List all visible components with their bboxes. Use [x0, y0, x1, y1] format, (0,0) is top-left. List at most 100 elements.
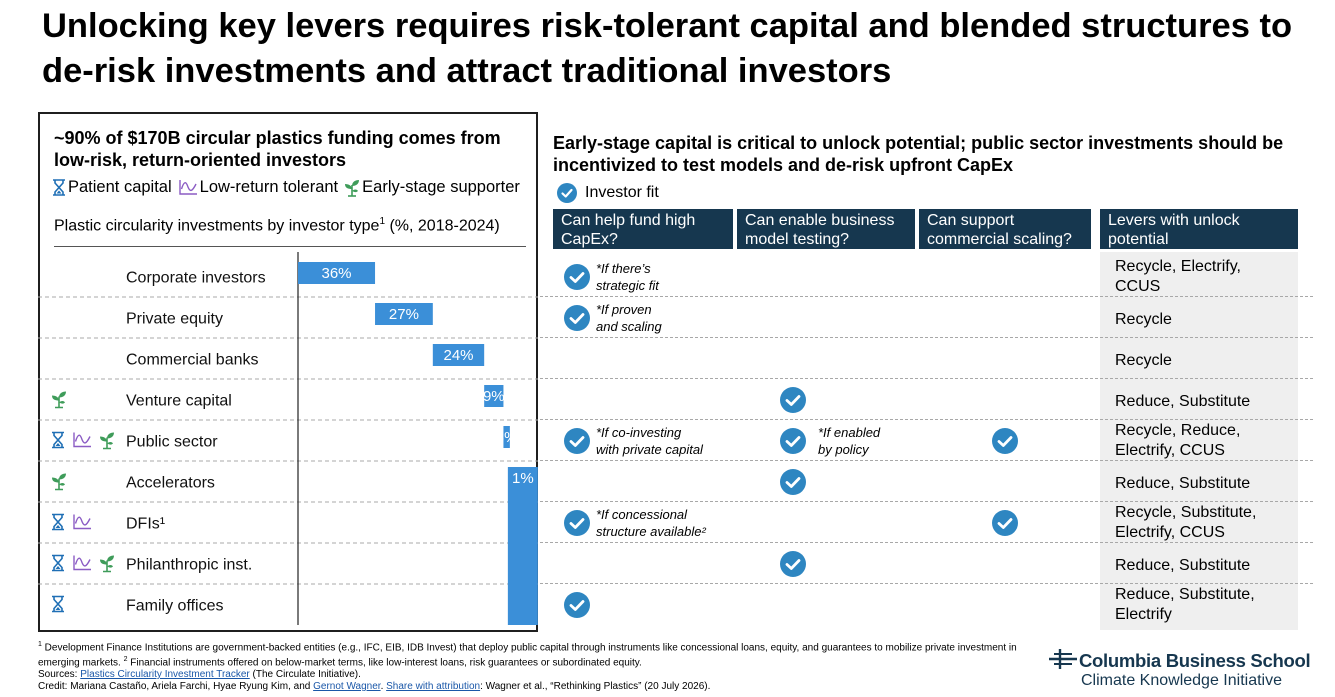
low-return-icon — [73, 514, 91, 530]
category-label: Philanthropic inst. — [126, 557, 252, 574]
sources-line: Sources: Plastics Circularity Investment… — [38, 669, 1048, 681]
sprout-icon — [345, 179, 360, 197]
chart-subtitle-suffix: (%, 2018-2024) — [385, 217, 500, 235]
testing-check-icon — [780, 468, 806, 495]
legend-label-patient: Patient capital — [68, 178, 172, 196]
check-mark — [569, 599, 585, 611]
testing-check-icon — [780, 386, 806, 413]
scaling-check-icon — [992, 427, 1018, 454]
share-link[interactable]: Share with attribution — [386, 681, 481, 693]
category-label: Venture capital — [126, 393, 232, 410]
column-header-testing: Can enable business model testing? — [737, 209, 915, 249]
category-label: Corporate investors — [126, 270, 266, 287]
capex-check-icon — [564, 263, 590, 290]
condition-note-line: and scaling — [596, 318, 662, 334]
sprout-icon — [100, 555, 114, 573]
chart-subtitle-text: Plastic circularity investments by inves… — [54, 217, 380, 235]
check-circle — [564, 427, 590, 454]
sources-link[interactable]: Plastics Circularity Investment Tracker — [80, 669, 250, 681]
lever-cell: Reduce, Substitute — [1115, 556, 1251, 574]
check-mark — [569, 271, 585, 283]
levers-column-background — [1100, 252, 1298, 630]
check-circle-icon — [557, 183, 577, 203]
check-circle — [780, 386, 806, 413]
check-circle — [992, 509, 1018, 536]
condition-note: *If co-investing with private capital — [596, 424, 703, 458]
row-separator — [540, 583, 1313, 584]
condition-note: *If concessional structure available² — [596, 506, 706, 540]
low-return-curve — [74, 557, 91, 567]
hourglass-icon — [52, 513, 64, 531]
sprout-icon — [52, 473, 66, 491]
low-return-axes — [73, 432, 91, 448]
check-circle — [564, 304, 590, 331]
sprout-stem — [103, 560, 111, 573]
category-label: Public sector — [126, 434, 218, 451]
check-circle — [780, 550, 806, 577]
lever-cell: Recycle, Reduce, Electrify, CCUS — [1115, 421, 1241, 459]
footnote-1: Development Finance Institutions are gov… — [38, 642, 1017, 669]
hourglass-sand — [55, 525, 61, 528]
check-mark — [569, 435, 585, 447]
check-mark — [997, 517, 1013, 529]
category-label: DFIs¹ — [126, 516, 165, 533]
condition-note-line: *If co-investing — [596, 424, 682, 440]
bar-value-label: 1% — [512, 470, 534, 487]
row-separator — [540, 542, 1313, 543]
author-link[interactable]: Gernot Wagner — [313, 681, 381, 693]
capex-check-icon — [564, 304, 590, 331]
sprout-leaves — [52, 391, 66, 404]
hourglass-shape — [52, 595, 64, 613]
credit-mid: . — [380, 681, 387, 693]
logo-name: Columbia Business School — [1079, 650, 1311, 671]
credit-line: Credit: Mariana Castaño, Ariela Farchi, … — [38, 681, 1048, 693]
footnote-1-marker: 1 — [38, 641, 42, 648]
hourglass-sand — [55, 443, 61, 446]
sprout-leaves — [100, 432, 114, 445]
sprout-stem — [55, 478, 63, 491]
check-mark — [569, 517, 585, 529]
investor-fit-legend: Investor fit — [557, 183, 659, 203]
category-label: Commercial banks — [126, 352, 258, 369]
bar-value-label: 9% — [483, 388, 505, 405]
bar-value-label: 24% — [443, 347, 473, 364]
low-return-axes — [73, 555, 91, 571]
row-separator — [540, 378, 1313, 379]
waterfall-bar — [298, 262, 376, 284]
low-return-icon — [178, 180, 197, 195]
waterfall-bar — [375, 303, 433, 325]
condition-note-line: by policy — [818, 441, 869, 457]
sources-prefix: Sources: — [38, 669, 81, 681]
check-mark — [785, 476, 801, 488]
sprout-leaves — [52, 473, 66, 486]
waterfall-bar — [432, 344, 485, 366]
waterfall-chart: Corporate investors 36% Private equity 27% C… — [38, 252, 538, 625]
columbia-logo-icon — [1049, 649, 1077, 669]
credit-prefix: Credit: Mariana Castaño, Ariela Farchi, … — [38, 681, 314, 693]
capex-check-icon — [564, 427, 590, 454]
waterfall-bar — [484, 385, 504, 407]
condition-note: *If there’s strategic fit — [596, 260, 659, 294]
low-return-curve — [74, 516, 91, 526]
waterfall-bar — [503, 426, 510, 448]
row-separator — [540, 460, 1313, 461]
check-circle — [780, 427, 806, 454]
hourglass-icon — [52, 431, 64, 449]
legend-item-early-stage: Early-stage supporter — [344, 178, 520, 197]
category-label: Accelerators — [126, 475, 215, 492]
legend-item-patient: Patient capital — [52, 178, 172, 197]
row-separator — [540, 501, 1313, 502]
right-panel-heading: Early-stage capital is critical to unloc… — [553, 133, 1284, 175]
scaling-check-icon — [992, 509, 1018, 536]
chart-subtitle-footnote: 1 — [379, 216, 386, 227]
condition-note-line: *If there’s — [596, 260, 651, 276]
bar-value-label: 27% — [389, 306, 419, 323]
lever-cell: Recycle — [1115, 310, 1172, 328]
check-mark — [569, 312, 585, 324]
low-return-icon — [73, 432, 91, 448]
subtitle-divider — [54, 246, 526, 247]
lever-cell: Recycle, Electrify, CCUS — [1115, 257, 1241, 295]
capex-check-icon — [564, 591, 590, 618]
bar-value-label: 3% — [496, 429, 518, 446]
lever-cell: Recycle, Substitute, Electrify, CCUS — [1115, 503, 1257, 541]
